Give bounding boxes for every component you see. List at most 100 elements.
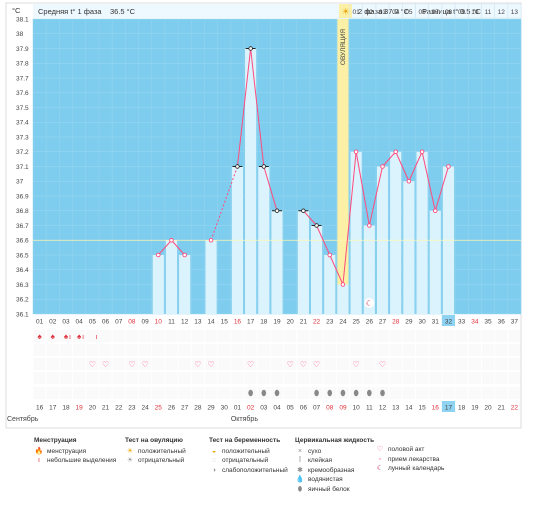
- phase2-label: 2 фаза: [358, 7, 383, 16]
- symbol-cell: [125, 372, 139, 384]
- date-label: 09: [339, 405, 347, 412]
- line-segment: [171, 239, 186, 256]
- symbol-cell: [244, 330, 257, 342]
- symbol-cell: [231, 330, 244, 342]
- legend-item: положительный: [222, 447, 270, 455]
- date-label: 01: [234, 405, 242, 412]
- y-tick-label: 37.9: [16, 46, 29, 53]
- temperature-points: [156, 46, 451, 287]
- moon-badge: [364, 298, 375, 308]
- symbol-cell: [363, 330, 376, 342]
- cycle-day-label: 35: [484, 319, 492, 326]
- cycle-day-label: 09: [141, 319, 149, 326]
- moon-icon: ☾: [366, 299, 373, 308]
- medication-icon: ◦: [378, 455, 382, 463]
- intercourse-icon: ♡: [128, 360, 135, 369]
- cycle-day-label: 32: [445, 319, 453, 326]
- y-tick-label: 37.6: [16, 90, 29, 97]
- phase-day-label: 13: [511, 9, 519, 16]
- symbol-cell: [86, 358, 99, 370]
- y-tick-label: 36.7: [16, 223, 29, 230]
- symbol-cell: [455, 344, 468, 356]
- line-segment: [395, 151, 410, 182]
- symbol-cell: [178, 358, 191, 370]
- phase-day-label: 12: [498, 9, 506, 16]
- symbol-cell: [218, 344, 231, 356]
- symbol-cell: [33, 358, 46, 370]
- cycle-day-label: 21: [300, 319, 308, 326]
- legend-item: слабоположительный: [222, 466, 288, 474]
- ovulation-test-negative-icon: ☀: [126, 457, 134, 464]
- symbol-cell: [429, 358, 442, 370]
- symbol-cell: [33, 344, 46, 356]
- symbol-cell: [323, 372, 336, 384]
- cycle-day-label: 23: [326, 319, 334, 326]
- data-point: [261, 164, 267, 169]
- line-segment: [368, 166, 384, 226]
- symbol-cell: [481, 372, 495, 384]
- data-point: [248, 46, 253, 51]
- date-label: 15: [418, 405, 426, 412]
- sun-icon: ☀: [341, 7, 349, 17]
- line-segment: [434, 166, 449, 211]
- symbol-cell: [165, 358, 178, 370]
- date-label: 19: [76, 405, 84, 412]
- line-segment: [408, 151, 423, 182]
- symbol-cell: [468, 344, 481, 356]
- egg-white-icon: [353, 389, 359, 397]
- symbol-cell: [468, 387, 481, 399]
- legend-item: положительный: [138, 447, 186, 455]
- symbol-cell: [495, 358, 508, 370]
- diff-value: 0.5 °C: [460, 7, 482, 16]
- symbol-cell: [310, 358, 323, 370]
- symbol-cell: [152, 330, 165, 342]
- symbol-cell: [125, 387, 139, 399]
- legend-title: Тест на овуляцию: [125, 437, 183, 444]
- data-point: [353, 149, 359, 154]
- symbol-cell: [139, 330, 152, 342]
- symbol-cell: [336, 358, 350, 370]
- intercourse-icon: ♡: [247, 360, 254, 369]
- date-label: 04: [273, 405, 281, 412]
- cycle-day-label: 15: [221, 319, 229, 326]
- symbol-cell: [389, 387, 402, 399]
- symbol-cell: [481, 358, 495, 370]
- legend-item: лунный календарь: [388, 465, 445, 472]
- date-highlight: [441, 401, 456, 412]
- symbol-cell: [389, 358, 402, 370]
- date-label: 16: [36, 405, 44, 412]
- temperature-bar: [179, 255, 191, 314]
- egg-white-icon: [367, 389, 372, 397]
- symbol-cell: [257, 344, 270, 356]
- symbol-cell: [231, 344, 244, 356]
- symbol-cell: [125, 330, 139, 342]
- symbol-cell: [284, 344, 297, 356]
- dashed-segment: [210, 166, 238, 241]
- symbol-cell: [415, 344, 429, 356]
- date-label: 23: [128, 405, 136, 412]
- legend-ovulation-test: Тест на овуляцию ☀ положительный ☀ отрицат…: [125, 436, 186, 466]
- cycle-day-label: 25: [353, 319, 361, 326]
- y-tick-label: 37.1: [16, 164, 29, 171]
- symbol-cell: [323, 330, 336, 342]
- symbol-cell: [455, 372, 468, 384]
- data-point: [393, 149, 398, 154]
- symbol-cell: [59, 344, 73, 356]
- symbol-cell: [165, 344, 178, 356]
- line-segment: [263, 166, 278, 211]
- symbol-cell: [297, 344, 310, 356]
- temperature-bar: [363, 225, 375, 314]
- temperature-bar: [271, 210, 283, 314]
- intercourse-icon: ♡: [207, 360, 214, 369]
- symbol-cell: [323, 344, 336, 356]
- symbol-cell: [125, 358, 139, 370]
- symbol-cell: [244, 358, 257, 370]
- data-point: [208, 237, 214, 243]
- legend-item: прием лекарства: [388, 455, 440, 463]
- cycle-day-label: 20: [287, 319, 295, 326]
- date-label: 02: [247, 405, 255, 412]
- cycle-day-label: 11: [168, 319, 175, 326]
- symbol-cell: [310, 330, 323, 342]
- symbol-cell: [33, 372, 46, 384]
